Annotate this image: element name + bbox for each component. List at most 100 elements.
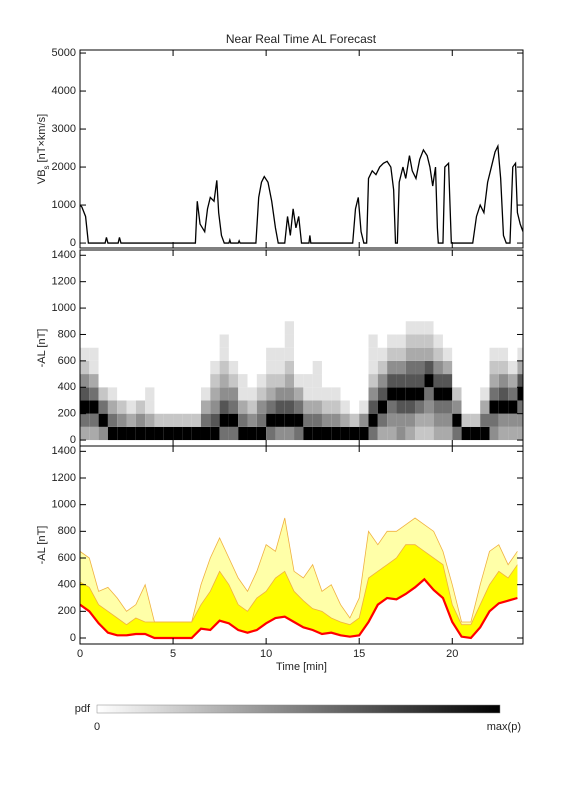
heat-cell: [387, 321, 397, 335]
heat-cell: [405, 387, 416, 401]
heat-cell: [424, 426, 434, 441]
heat-cell: [200, 334, 211, 348]
heat-cell: [321, 321, 332, 335]
heat-cell: [489, 347, 499, 361]
heat-cell: [415, 387, 425, 401]
heat-cell: [284, 360, 295, 375]
axis-frame: [79, 445, 524, 645]
heat-cell: [331, 400, 341, 414]
heat-cell: [405, 426, 416, 441]
heat-cell: [89, 400, 99, 414]
heat-cell: [210, 387, 220, 401]
heat-cell: [489, 374, 499, 388]
heat-cell: [387, 387, 397, 401]
heat-cell: [135, 426, 146, 441]
y-tick-label: 800: [58, 525, 76, 537]
heat-cell: [377, 400, 388, 414]
heat-cell: [470, 334, 481, 348]
heat-cell: [489, 413, 499, 427]
heat-cell: [80, 413, 90, 427]
heat-cell: [433, 374, 443, 388]
plot-area: [80, 517, 518, 640]
heat-cell: [480, 374, 490, 388]
heat-cell: [266, 321, 276, 335]
heat-cell: [80, 321, 90, 335]
y-tick-label: 1400: [52, 249, 76, 261]
heat-cell: [461, 321, 471, 335]
heat-cell: [480, 387, 490, 401]
y-tick-label: 0: [70, 237, 76, 249]
heat-cell: [442, 374, 453, 388]
heat-cell: [452, 387, 462, 401]
heat-cell: [294, 347, 304, 361]
heat-cell: [498, 321, 509, 335]
heat-cell: [145, 360, 155, 375]
heat-cell: [126, 387, 136, 401]
heat-cell: [312, 321, 322, 335]
heat-cell: [470, 387, 481, 401]
heat-cell: [135, 321, 146, 335]
heat-cell: [377, 374, 388, 388]
heat-cell: [368, 426, 378, 441]
heat-cell: [387, 347, 397, 361]
heat-cell: [80, 400, 90, 414]
heat-cell: [89, 413, 99, 427]
heat-cell: [275, 400, 285, 414]
heat-cell: [442, 321, 453, 335]
heat-cell: [303, 334, 313, 348]
heat-cell: [424, 400, 434, 414]
heat-cell: [377, 426, 388, 441]
heat-cell: [98, 387, 108, 401]
heat-cell: [191, 387, 201, 401]
heat-cell: [200, 413, 211, 427]
y-label-unit: [nT×km/s]: [36, 114, 48, 163]
heat-cell: [424, 413, 434, 427]
heat-cell: [210, 334, 220, 348]
heat-cell: [340, 426, 350, 441]
heat-cell: [396, 334, 406, 348]
heat-cell: [489, 321, 499, 335]
heat-cell: [396, 374, 406, 388]
heat-cell: [163, 413, 174, 427]
heat-cell: [340, 347, 350, 361]
heat-cell: [98, 413, 108, 427]
heat-cell: [415, 321, 425, 335]
x-tick-label: 20: [446, 648, 458, 660]
heat-cell: [452, 426, 462, 441]
heat-cell: [247, 360, 257, 375]
heat-cell: [405, 374, 416, 388]
y-label-main: VB: [36, 169, 48, 184]
heat-cell: [294, 400, 304, 414]
heat-cell: [107, 426, 118, 441]
heat-cell: [331, 334, 341, 348]
heat-cell: [191, 426, 201, 441]
y-tick-label: 400: [58, 579, 76, 591]
heat-cell: [247, 426, 257, 441]
heat-cell: [154, 400, 164, 414]
heat-cell: [182, 347, 192, 361]
heat-cell: [377, 360, 388, 375]
y-tick-label: 1400: [52, 445, 76, 457]
heat-cell: [489, 426, 499, 441]
heat-cell: [154, 426, 164, 441]
heat-cell: [424, 334, 434, 348]
heat-cell: [415, 374, 425, 388]
heat-cell: [275, 334, 285, 348]
heat-cell: [461, 387, 471, 401]
heat-cell: [154, 347, 164, 361]
heat-cell: [424, 360, 434, 375]
heat-cell: [126, 347, 136, 361]
heat-cell: [89, 360, 99, 375]
heat-cell: [266, 347, 276, 361]
heat-cell: [405, 347, 416, 361]
heat-cell: [321, 413, 332, 427]
heat-cell: [405, 334, 416, 348]
heat-cell: [508, 400, 518, 414]
heat-cell: [89, 387, 99, 401]
heat-cell: [219, 360, 229, 375]
heat-cell: [228, 374, 239, 388]
heat-cell: [498, 347, 509, 361]
heat-cell: [266, 400, 276, 414]
data-line: [80, 143, 523, 244]
heat-cell: [89, 374, 99, 388]
